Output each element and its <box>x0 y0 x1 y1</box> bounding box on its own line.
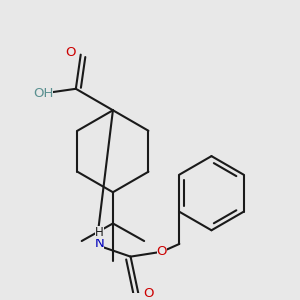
Text: O: O <box>157 245 167 258</box>
Text: O: O <box>66 46 76 59</box>
Text: N: N <box>94 237 104 250</box>
Text: O: O <box>143 287 153 300</box>
Text: OH: OH <box>33 87 53 100</box>
Text: H: H <box>95 226 104 239</box>
